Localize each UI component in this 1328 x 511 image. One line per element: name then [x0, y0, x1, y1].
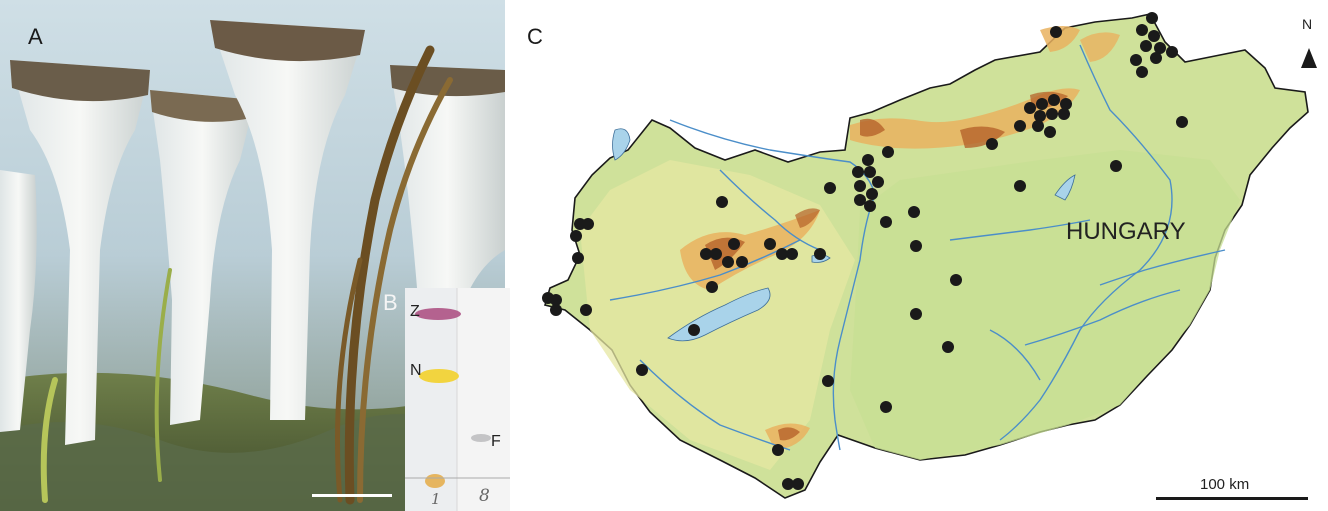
grass-blades — [40, 45, 453, 505]
panel-a-label: A — [28, 24, 43, 49]
hungary-map — [542, 12, 1317, 500]
scale-bar-label: 100 km — [1200, 476, 1250, 493]
lake-tisza — [1054, 174, 1076, 201]
panel-c-label: C — [527, 24, 543, 49]
panel-b-label: B — [383, 290, 398, 315]
podetium-far-left — [0, 170, 37, 432]
lake-neusiedl — [612, 128, 631, 161]
map-scale-bar — [1156, 497, 1308, 500]
podetium-center — [210, 20, 365, 420]
collection-sites — [542, 12, 1188, 490]
north-label: N — [1302, 16, 1313, 32]
north-arrow-icon — [1301, 48, 1317, 68]
spot-z — [415, 308, 461, 320]
podetium-middle — [150, 90, 255, 425]
photo-scale-bar — [312, 494, 392, 497]
country-label: HUNGARY — [1066, 218, 1186, 245]
rivers — [609, 44, 1226, 451]
spot-n — [419, 369, 459, 383]
spot-label-n: N — [410, 362, 422, 379]
lane-mark-8: 8 — [479, 486, 490, 506]
tlc-plate — [405, 288, 510, 511]
spot-f — [471, 434, 491, 442]
lane-mark-1: 1 — [431, 490, 441, 508]
spot-origin — [425, 474, 445, 488]
spot-label-f: F — [491, 433, 501, 450]
spot-label-z: Z — [410, 303, 420, 320]
lichen-photo — [0, 0, 505, 511]
podetium-left — [10, 60, 150, 445]
